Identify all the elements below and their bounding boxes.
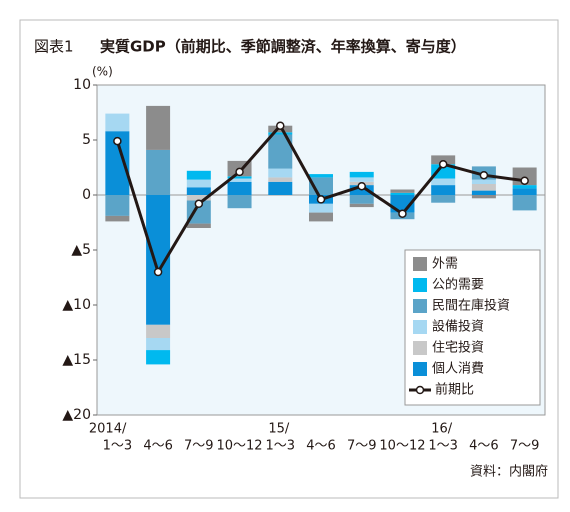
bar-segment (146, 149, 171, 195)
bar-segment (349, 203, 374, 208)
bar-segment (309, 212, 333, 222)
bar-segment (471, 190, 496, 195)
bar-segment (471, 179, 496, 184)
bar-segment (349, 171, 374, 178)
bar-segment (146, 338, 171, 351)
bar-segment (268, 132, 293, 135)
legend-label: 公的需要 (432, 277, 484, 293)
legend-label: 前期比 (435, 382, 474, 398)
y-tick-label: ▲5 (71, 242, 91, 258)
x-tick-label: 1〜3 (103, 439, 133, 454)
line-marker (438, 159, 448, 169)
legend-label: 住宅投資 (432, 340, 484, 356)
bar-segment (309, 203, 333, 213)
y-tick-label: ▲20 (62, 407, 91, 423)
bar-segment (390, 189, 415, 193)
x-tick-label: 10〜12 (379, 439, 425, 454)
y-tick-label: ▲10 (62, 297, 91, 313)
bar-segment (349, 195, 374, 204)
bar-segment (227, 178, 252, 182)
bar-segment (309, 174, 333, 178)
bar-segment (146, 350, 171, 365)
line-marker (398, 209, 407, 218)
line-marker (316, 195, 326, 204)
legend-swatch (413, 362, 427, 376)
bar-segment (431, 178, 456, 186)
bar-segment (431, 195, 456, 203)
y-tick-label: 10 (73, 77, 91, 93)
legend-label: 民間在庫投資 (432, 298, 510, 314)
line-marker (276, 121, 285, 130)
bar-segment (186, 179, 211, 188)
legend-swatch (413, 299, 427, 313)
line-marker (520, 176, 529, 185)
bar-segment (186, 187, 211, 195)
legend-label: 外需 (432, 257, 458, 272)
bar-segment (268, 177, 293, 182)
bar-segment (105, 195, 130, 216)
bar-segment (512, 185, 537, 189)
y-tick-label: 5 (82, 132, 91, 148)
bar-segment (186, 200, 211, 224)
x-tick-label: 4〜6 (306, 439, 336, 454)
x-tick-label: 4〜6 (143, 439, 173, 454)
x-tick-label: 7〜9 (347, 439, 377, 454)
bar-segment (227, 181, 252, 195)
bar-segment (146, 324, 171, 338)
bar-segment (471, 195, 496, 199)
legend-swatch (413, 257, 427, 271)
bar-segment (349, 177, 374, 182)
bar-segment (186, 195, 211, 201)
line-marker (113, 136, 122, 146)
bar-segment (431, 155, 456, 165)
x-year-label: 15/ (268, 422, 290, 437)
bar-segment (227, 176, 252, 179)
legend-marker (415, 385, 425, 395)
y-tick-label: ▲15 (62, 352, 91, 368)
x-tick-label: 4〜6 (469, 439, 499, 454)
bar-segment (186, 170, 211, 180)
bar-segment (390, 192, 415, 195)
legend-swatch (413, 320, 427, 334)
legend-label: 個人消費 (432, 362, 484, 377)
line-marker (479, 170, 489, 180)
bar-segment (512, 188, 537, 195)
bar-segment (105, 215, 130, 222)
bar-segment (227, 195, 252, 209)
x-year-label: 16/ (431, 422, 453, 437)
bar-segment (268, 168, 293, 178)
legend-swatch (413, 341, 427, 355)
x-tick-label: 10〜12 (216, 439, 262, 454)
line-marker (357, 181, 366, 191)
bar-segment (186, 223, 211, 228)
y-tick-label: 0 (82, 187, 91, 203)
bar-segment (471, 184, 496, 191)
line-marker (235, 167, 244, 177)
bar-segment (431, 185, 456, 195)
legend-label: 設備投資 (432, 319, 484, 335)
x-year-label: 2014/ (89, 422, 127, 437)
legend-swatch (413, 278, 427, 292)
x-tick-label: 7〜9 (184, 439, 214, 454)
line-marker (153, 267, 163, 277)
source: 資料：内閣府 (470, 464, 548, 480)
bar-segment (512, 195, 537, 211)
bar-segment (431, 164, 456, 179)
line-marker (194, 199, 204, 209)
y-unit: (%) (92, 65, 113, 79)
bar-segment (146, 105, 171, 150)
chart-title: 実質GDP（前期比、季節調整済、年率換算、寄与度） (100, 38, 466, 56)
x-tick-label: 1〜3 (428, 439, 458, 454)
x-tick-label: 1〜3 (265, 439, 295, 454)
x-tick-label: 7〜9 (510, 439, 540, 454)
bar-segment (105, 113, 130, 132)
bar-segment (268, 181, 293, 195)
legend-box (404, 249, 541, 406)
figure-label: 図表1 (34, 38, 74, 56)
